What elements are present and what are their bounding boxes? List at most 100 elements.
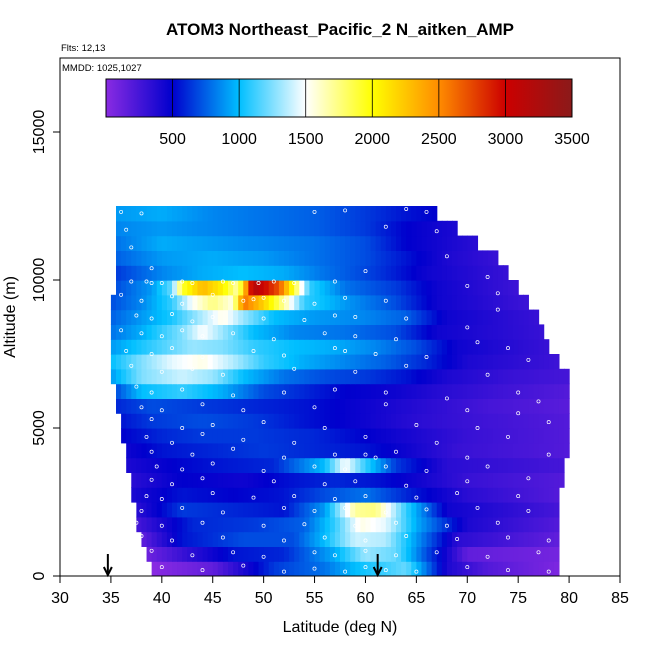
heatmap-cell <box>416 265 423 281</box>
sample-point <box>139 298 144 303</box>
heatmap-cell <box>126 339 132 355</box>
heatmap-cell <box>212 561 219 576</box>
heatmap-cell <box>518 502 524 518</box>
heatmap-cell <box>340 413 346 429</box>
heatmap-cell <box>477 442 484 459</box>
heatmap-cell <box>284 531 290 547</box>
heatmap-cell <box>380 280 387 296</box>
heatmap-cell <box>258 516 265 533</box>
heatmap-cell <box>380 546 387 562</box>
sample-point <box>124 227 129 232</box>
heatmap-cell <box>222 354 229 370</box>
heatmap-cell <box>416 561 423 576</box>
heatmap-cell <box>477 487 484 503</box>
heatmap-cell <box>268 531 275 547</box>
heatmap-cell <box>146 546 153 562</box>
heatmap-cell <box>477 354 484 370</box>
heatmap-cell <box>156 546 163 562</box>
heatmap-cell <box>182 398 188 414</box>
heatmap-cell <box>406 398 412 414</box>
heatmap-cell <box>355 561 361 576</box>
sample-point <box>220 279 225 284</box>
heatmap-cell <box>513 339 519 355</box>
heatmap-cell <box>406 428 412 444</box>
sample-point <box>256 281 261 285</box>
heatmap-cell <box>324 280 331 296</box>
heatmap-cell <box>289 383 295 399</box>
heatmap-cell <box>314 487 321 503</box>
heatmap-cell <box>416 472 423 488</box>
sample-point <box>404 483 409 488</box>
heatmap-cell <box>375 294 382 311</box>
heatmap-cell <box>365 368 372 385</box>
heatmap-cell <box>446 561 453 576</box>
sample-point <box>149 548 154 553</box>
heatmap-cell <box>482 413 489 429</box>
heatmap-cell <box>513 413 519 429</box>
heatmap-cell <box>564 368 570 385</box>
heatmap-cell <box>457 428 463 444</box>
heatmap-cell <box>253 561 260 576</box>
heatmap-cell <box>421 309 428 325</box>
heatmap-cell <box>431 354 438 370</box>
sample-point <box>546 452 551 457</box>
heatmap-cell <box>421 531 428 547</box>
heatmap-cell <box>492 457 499 473</box>
sample-point <box>241 408 246 413</box>
heatmap-cell <box>350 220 356 237</box>
heatmap-cell <box>182 368 188 385</box>
heatmap-cell <box>492 531 499 547</box>
heatmap-cell <box>457 235 463 251</box>
heatmap-cell <box>375 339 382 355</box>
heatmap-cell <box>202 546 209 562</box>
heatmap-cell <box>462 294 468 311</box>
heatmap-cell <box>166 472 173 488</box>
heatmap-cell <box>513 516 519 533</box>
heatmap-cell <box>207 250 214 266</box>
heatmap-cell <box>299 442 305 459</box>
heatmap-cell <box>497 457 504 473</box>
heatmap-cell <box>121 265 127 281</box>
heatmap-cell <box>340 531 346 547</box>
sample-point <box>455 537 460 541</box>
heatmap-cell <box>187 502 193 518</box>
sample-point <box>373 352 378 356</box>
heatmap-cell <box>177 220 183 237</box>
heatmap-cell <box>156 413 163 429</box>
heatmap-cell <box>284 457 290 473</box>
heatmap-cell <box>217 413 224 429</box>
heatmap-cell <box>543 516 550 533</box>
heatmap-cell <box>340 368 346 385</box>
heatmap-cell <box>441 324 448 340</box>
heatmap-cell <box>548 383 555 399</box>
heatmap-cell <box>558 368 565 385</box>
heatmap-cell <box>492 280 499 296</box>
heatmap-cell <box>222 546 229 562</box>
heatmap-cell <box>345 457 351 473</box>
heatmap-cell <box>528 457 535 473</box>
heatmap-cell <box>487 546 494 562</box>
heatmap-cell <box>487 339 494 355</box>
heatmap-cell <box>212 428 219 444</box>
heatmap-cell <box>248 457 255 473</box>
sample-point <box>424 507 429 512</box>
heatmap-cell <box>136 206 143 222</box>
heatmap-cell <box>457 398 463 414</box>
heatmap-cell <box>370 398 377 414</box>
heatmap-cell <box>222 383 229 399</box>
heatmap-cell <box>131 235 137 251</box>
sample-point <box>119 328 124 333</box>
heatmap-cell <box>487 280 494 296</box>
heatmap-cell <box>156 502 163 518</box>
heatmap-cell <box>202 413 209 429</box>
heatmap-cell <box>497 265 504 281</box>
heatmap-cell <box>207 339 214 355</box>
heatmap-cell <box>253 206 260 222</box>
heatmap-cell <box>136 354 143 370</box>
heatmap-cell <box>192 324 199 340</box>
heatmap-cell <box>375 472 382 488</box>
heatmap-cell <box>258 309 265 325</box>
sample-point <box>159 369 164 374</box>
heatmap-cell <box>340 294 346 311</box>
heatmap-cell <box>472 235 479 251</box>
